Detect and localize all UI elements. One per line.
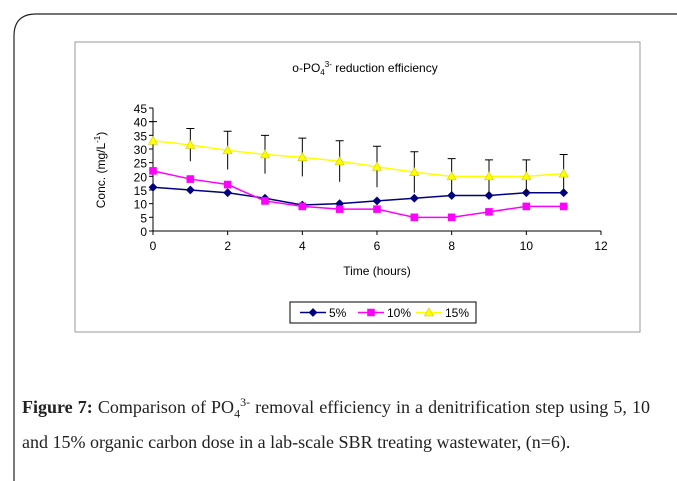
marker bbox=[223, 180, 232, 189]
marker bbox=[259, 149, 271, 159]
x-tick-label: 8 bbox=[448, 239, 455, 253]
caption: Figure 7: Comparison of PO43- removal ef… bbox=[22, 388, 650, 456]
x-tick-label: 10 bbox=[520, 239, 534, 253]
marker bbox=[372, 196, 382, 206]
marker bbox=[186, 175, 195, 183]
chart-title: o-PO43- reduction efficiency bbox=[292, 60, 437, 77]
marker bbox=[149, 167, 157, 175]
y-tick-label: 40 bbox=[134, 116, 148, 130]
y-tick-label: 30 bbox=[134, 143, 148, 157]
title-text: reduction efficiency bbox=[332, 61, 438, 75]
marker bbox=[522, 202, 531, 211]
marker bbox=[298, 202, 307, 211]
marker bbox=[373, 205, 381, 213]
x-tick-label: 6 bbox=[374, 239, 381, 253]
marker bbox=[409, 167, 420, 177]
marker bbox=[147, 135, 159, 145]
chart-box bbox=[74, 41, 641, 333]
marker bbox=[148, 182, 158, 192]
y-tick-label: 25 bbox=[134, 157, 148, 171]
x-tick-label: 0 bbox=[150, 239, 157, 253]
marker bbox=[335, 205, 344, 213]
marker bbox=[485, 208, 493, 216]
caption-sub: 4 bbox=[234, 406, 241, 421]
marker bbox=[447, 191, 457, 200]
marker bbox=[185, 139, 196, 149]
marker bbox=[559, 202, 568, 211]
marker bbox=[297, 152, 308, 161]
marker bbox=[261, 197, 269, 205]
caption-label: Figure 7: bbox=[22, 397, 93, 417]
marker bbox=[484, 191, 494, 200]
legend-marker bbox=[367, 308, 375, 317]
y-tick-label: 5 bbox=[140, 211, 147, 225]
y-tick-label: 10 bbox=[134, 198, 148, 212]
marker bbox=[334, 156, 345, 166]
title-sub: 4 bbox=[320, 68, 325, 77]
marker bbox=[558, 168, 569, 178]
title-text: o-PO bbox=[292, 61, 320, 75]
marker bbox=[185, 185, 195, 195]
series-line bbox=[152, 140, 564, 178]
marker bbox=[223, 188, 233, 198]
ylabel-sup: -1 bbox=[93, 135, 102, 143]
legend-marker bbox=[423, 307, 435, 317]
x-tick-label: 12 bbox=[594, 239, 608, 253]
legend-marker bbox=[308, 308, 318, 317]
title-sup: 3- bbox=[325, 60, 332, 69]
ylabel-text: Conc. (mg/L bbox=[94, 143, 108, 209]
marker bbox=[410, 213, 419, 222]
x-tick-label: 4 bbox=[299, 239, 306, 253]
series-line bbox=[152, 170, 564, 219]
marker bbox=[521, 171, 532, 181]
y-tick-label: 20 bbox=[134, 170, 148, 184]
marker bbox=[222, 145, 233, 155]
ylabel-text: ) bbox=[94, 132, 108, 136]
frame bbox=[13, 13, 677, 481]
caption-text: Comparison of PO bbox=[92, 397, 235, 417]
x-axis-label: Time (hours) bbox=[343, 264, 411, 278]
y-tick-label: 35 bbox=[134, 129, 148, 143]
marker bbox=[446, 171, 457, 181]
legend-label: 10% bbox=[387, 306, 411, 320]
marker bbox=[409, 193, 419, 203]
y-axis-label: Conc. (mg/L-1) bbox=[93, 132, 108, 208]
y-tick-label: 0 bbox=[140, 225, 147, 239]
caption-text: removal efficiency in a denitrification … bbox=[22, 397, 650, 452]
x-tick-label: 2 bbox=[224, 239, 231, 253]
marker bbox=[483, 171, 495, 181]
series-line bbox=[152, 186, 564, 206]
marker bbox=[447, 213, 456, 222]
y-tick-label: 45 bbox=[134, 102, 148, 116]
legend-label: 5% bbox=[329, 306, 347, 320]
marker bbox=[371, 161, 383, 171]
caption-sup: 3- bbox=[240, 395, 251, 409]
legend-label: 15% bbox=[445, 306, 469, 320]
y-tick-label: 15 bbox=[134, 184, 148, 198]
